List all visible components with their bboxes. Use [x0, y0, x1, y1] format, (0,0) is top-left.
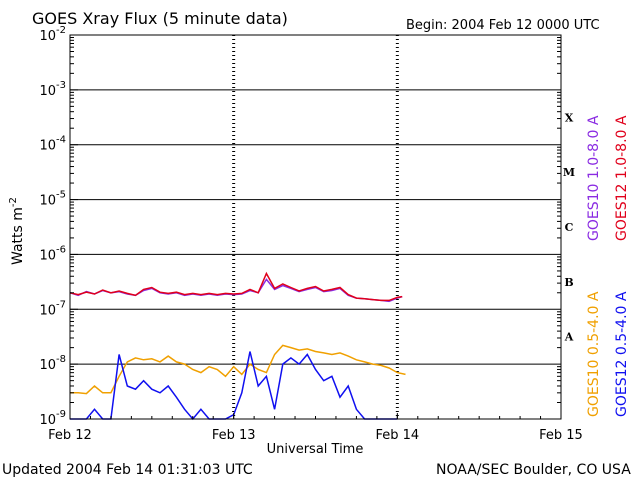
y-axis-label: Watts m-2 [8, 197, 26, 265]
y-tick-label: 10-3 [39, 80, 66, 99]
y-axis-label-text: Watts m [10, 207, 26, 265]
y-tick-label: 10-8 [39, 354, 66, 373]
y-tick-exponent: -3 [56, 80, 66, 91]
y-tick-exponent: -7 [56, 299, 66, 310]
y-tick-exponent: -2 [56, 25, 66, 36]
updated-timestamp: Updated 2004 Feb 14 01:31:03 UTC [2, 462, 253, 478]
y-tick-label: 10-9 [39, 409, 66, 428]
y-tick-label: 10-6 [39, 244, 66, 263]
y-tick-label: 10-7 [39, 299, 66, 318]
flare-class-label: B [564, 276, 573, 289]
x-tick-label: Feb 14 [375, 428, 419, 443]
y-tick-base: 10 [39, 248, 56, 263]
legend-entry: GOES12 1.0-8.0 A [614, 115, 630, 241]
y-tick-base: 10 [39, 29, 56, 44]
y-tick-base: 10 [39, 139, 56, 154]
grid [70, 35, 561, 419]
flare-class-label: C [565, 221, 574, 234]
y-axis-label-exponent: -2 [8, 197, 19, 207]
chart-title: GOES Xray Flux (5 minute data) [32, 9, 288, 28]
y-tick-exponent: -9 [56, 409, 66, 420]
flare-class-label: X [565, 111, 574, 124]
y-tick-base: 10 [39, 413, 56, 428]
x-tick-label: Feb 12 [48, 428, 92, 443]
series-line [69, 278, 403, 303]
y-tick-label: 10-4 [39, 135, 66, 154]
y-tick-base: 10 [39, 194, 56, 209]
source-credit: NOAA/SEC Boulder, CO USA [436, 462, 631, 478]
y-tick-base: 10 [39, 84, 56, 99]
flare-class-label: A [564, 331, 574, 344]
y-tick-label: 10-5 [39, 190, 66, 209]
series-line [69, 271, 403, 302]
y-tick-label: 10-2 [39, 25, 66, 44]
legend-entry: GOES10 1.0-8.0 A [586, 115, 602, 241]
x-tick-label: Feb 13 [212, 428, 256, 443]
series-lines [69, 271, 406, 421]
x-axis-label: Universal Time [267, 442, 364, 457]
legend-entry: GOES12 0.5-4.0 A [614, 291, 630, 417]
y-tick-exponent: -6 [56, 244, 66, 255]
y-tick-base: 10 [39, 358, 56, 373]
y-tick-base: 10 [39, 303, 56, 318]
y-tick-exponent: -5 [56, 190, 66, 201]
x-tick-label: Feb 15 [539, 428, 583, 443]
legend: GOES10 1.0-8.0 A GOES12 1.0-8.0 A GOES10 0… [586, 115, 630, 417]
series-line [70, 351, 398, 421]
y-tick-exponent: -4 [56, 135, 66, 146]
legend-entry: GOES10 0.5-4.0 A [586, 291, 602, 417]
flare-class-label: M [563, 166, 575, 179]
plot-frame [69, 34, 562, 420]
series-line [70, 344, 406, 395]
y-tick-exponent: -8 [56, 354, 66, 365]
begin-label: Begin: 2004 Feb 12 0000 UTC [406, 18, 600, 33]
